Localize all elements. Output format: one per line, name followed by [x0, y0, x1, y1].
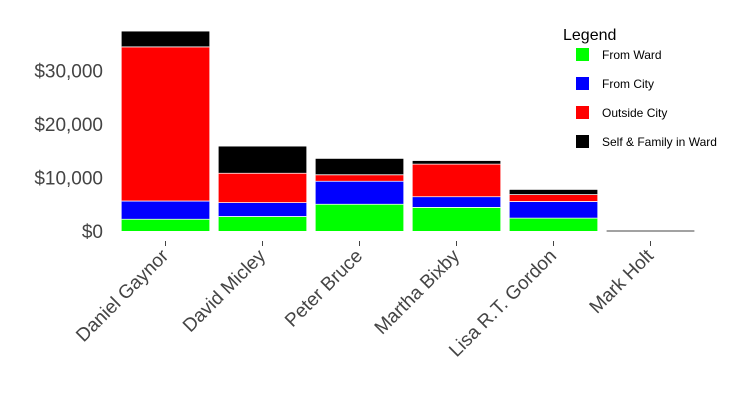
bar-segment [412, 164, 501, 197]
y-tick-label: $30,000 [34, 62, 103, 83]
legend-swatch [576, 106, 589, 119]
legend-label: From City [602, 77, 654, 91]
legend-swatch [576, 135, 589, 148]
bar-segment [121, 219, 210, 231]
bar-segment [412, 196, 501, 208]
legend-label: Self & Family in Ward [602, 135, 717, 149]
y-axis: $0 $10,000 $20,000 $30,000 [34, 62, 103, 244]
bar-segment [121, 201, 210, 220]
bar-segment [509, 201, 598, 219]
bar-segment [509, 194, 598, 202]
bar-segment [121, 46, 210, 202]
bar-segment [218, 216, 307, 231]
legend-label: Outside City [602, 106, 667, 120]
bars [121, 31, 695, 232]
legend-label: From Ward [602, 48, 662, 62]
x-tick-label: David Micley [179, 245, 270, 336]
bar-segment [412, 207, 501, 231]
legend-swatch [576, 48, 589, 61]
legend: Legend From Ward From City Outside City Sel… [563, 27, 717, 149]
bar-segment [218, 146, 307, 174]
y-tick-label: $0 [82, 222, 103, 243]
legend-title: Legend [563, 27, 616, 44]
x-tick-label: Mark Holt [586, 245, 659, 318]
x-axis: Daniel Gaynor David Micley Peter Bruce Mart… [72, 241, 659, 362]
bar-segment [509, 189, 598, 195]
x-tick-label: Martha Bixby [371, 245, 465, 339]
bar-segment [121, 31, 210, 47]
bar-segment [315, 158, 404, 175]
bar-segment [315, 174, 404, 182]
bar-segment-empty [606, 230, 695, 232]
y-tick-label: $20,000 [34, 115, 103, 136]
bar-segment [218, 202, 307, 217]
bar-segment [509, 218, 598, 231]
x-tick-label: Daniel Gaynor [72, 245, 173, 346]
bar-segment [412, 160, 501, 165]
bar-segment [218, 173, 307, 203]
legend-swatch [576, 77, 589, 90]
x-tick-label: Peter Bruce [281, 246, 367, 332]
bar-segment [315, 181, 404, 205]
y-tick-label: $10,000 [34, 169, 103, 190]
x-tick-label: Lisa R.T. Gordon [445, 246, 561, 362]
bar-segment [315, 204, 404, 231]
